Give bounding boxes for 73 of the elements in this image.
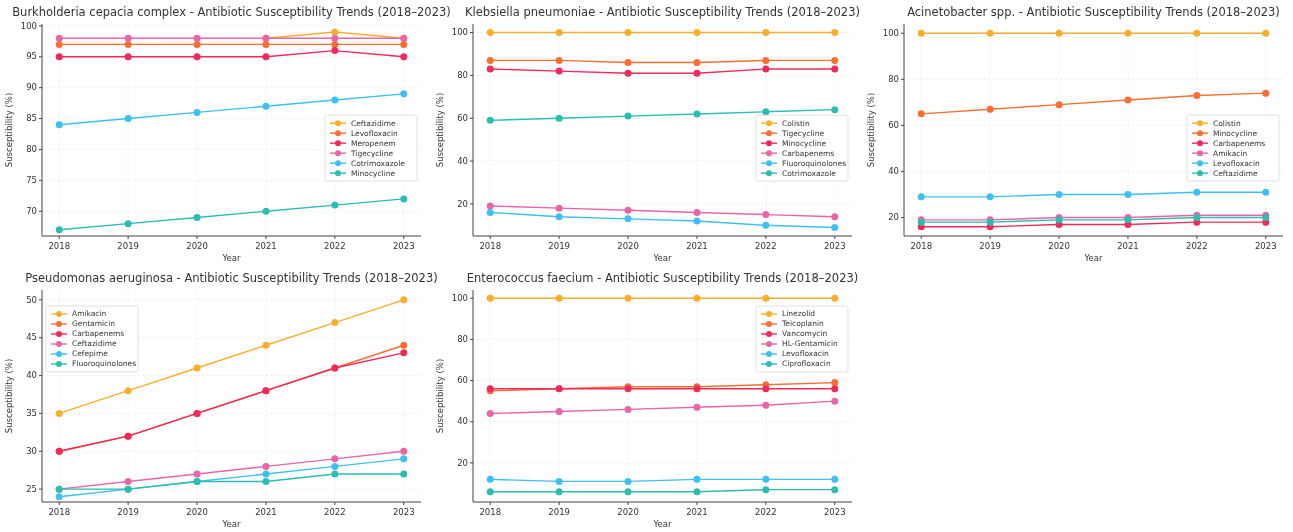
y-tick-label: 60 <box>457 112 468 123</box>
x-tick-label: 2019 <box>117 241 139 251</box>
x-tick-label: 2023 <box>392 241 415 251</box>
x-tick-label: 2018 <box>48 241 71 251</box>
chart-title: Pseudomonas aeruginosa - Antibiotic Susceptibility Trends (2018–2023) <box>25 271 438 285</box>
x-tick-label: 2018 <box>910 241 933 251</box>
y-tick-label: 40 <box>457 416 468 427</box>
x-tick-label: 2022 <box>324 241 346 251</box>
x-tick-label: 2022 <box>1186 241 1208 251</box>
x-tick-label: 2023 <box>823 241 846 251</box>
x-axis-title: Year <box>652 253 672 263</box>
x-tick-label: 2023 <box>1254 241 1277 251</box>
y-tick-label: 40 <box>457 155 468 166</box>
y-tick-label: 75 <box>26 175 37 186</box>
x-tick-label: 2021 <box>1117 241 1139 251</box>
y-tick-label: 50 <box>26 294 37 305</box>
chart-title: Enterococcus faecium - Antibiotic Susceptibility Trends (2018–2023) <box>466 271 859 285</box>
y-tick-label: 100 <box>451 27 468 38</box>
x-tick-label: 2021 <box>686 241 708 251</box>
x-axis-title: Year <box>221 253 241 263</box>
y-tick-label: 70 <box>26 206 37 216</box>
y-tick-label: 20 <box>457 198 468 209</box>
x-tick-label: 2020 <box>186 241 208 251</box>
y-tick-label: 20 <box>457 457 468 468</box>
chart-title: Acinetobacter spp. - Antibiotic Susceptibility Trends (2018–2023) <box>907 5 1280 19</box>
x-tick-label: 2022 <box>324 507 346 517</box>
x-tick-label: 2021 <box>255 241 277 251</box>
y-tick-label: 40 <box>26 370 37 381</box>
y-tick-label: 60 <box>888 120 899 131</box>
x-tick-label: 2020 <box>617 241 639 251</box>
x-tick-label: 2020 <box>186 507 208 517</box>
y-tick-label: 80 <box>457 70 468 81</box>
y-tick-label: 95 <box>26 51 37 62</box>
chart-title: Klebsiella pneumoniae - Antibiotic Susceptibility Trends (2018–2023) <box>464 5 861 19</box>
y-tick-label: 90 <box>26 82 37 93</box>
y-tick-label: 30 <box>26 445 37 456</box>
y-tick-label: 80 <box>888 74 899 85</box>
x-tick-label: 2020 <box>617 507 639 517</box>
x-tick-label: 2022 <box>755 241 777 251</box>
y-tick-label: 100 <box>451 292 468 303</box>
y-tick-label: 20 <box>888 212 899 223</box>
x-axis-title: Year <box>1083 253 1103 263</box>
x-tick-label: 2023 <box>392 507 415 517</box>
y-tick-label: 80 <box>457 334 468 345</box>
x-tick-label: 2019 <box>548 507 570 517</box>
y-tick-label: 80 <box>26 144 37 155</box>
x-tick-label: 2021 <box>686 507 708 517</box>
x-tick-label: 2019 <box>979 241 1001 251</box>
y-tick-label: 25 <box>26 483 37 494</box>
y-axis-title: Susceptibility (%) <box>866 92 876 168</box>
x-tick-label: 2023 <box>823 507 846 517</box>
y-tick-label: 40 <box>888 166 899 177</box>
y-axis-title: Susceptibility (%) <box>435 358 445 434</box>
x-tick-label: 2018 <box>479 241 502 251</box>
x-tick-label: 2022 <box>755 507 777 517</box>
x-axis-title: Year <box>221 519 241 529</box>
x-tick-label: 2019 <box>117 507 139 517</box>
x-tick-label: 2018 <box>48 507 71 517</box>
y-tick-label: 100 <box>20 20 37 31</box>
chart-title: Burkholderia cepacia complex - Antibiotic Susceptibility Trends (2018–2023) <box>12 5 451 19</box>
y-tick-label: 85 <box>26 113 37 124</box>
y-axis-title: Susceptibility (%) <box>4 358 14 434</box>
x-tick-label: 2018 <box>479 507 502 517</box>
y-tick-label: 45 <box>26 332 37 343</box>
y-tick-label: 35 <box>26 408 37 419</box>
x-tick-label: 2020 <box>1048 241 1070 251</box>
y-tick-label: 60 <box>457 375 468 386</box>
y-axis-title: Susceptibility (%) <box>435 92 445 168</box>
y-axis-title: Susceptibility (%) <box>4 92 14 168</box>
y-tick-label: 100 <box>882 27 899 38</box>
x-tick-label: 2021 <box>255 507 277 517</box>
x-axis-title: Year <box>652 519 672 529</box>
x-tick-label: 2019 <box>548 241 570 251</box>
